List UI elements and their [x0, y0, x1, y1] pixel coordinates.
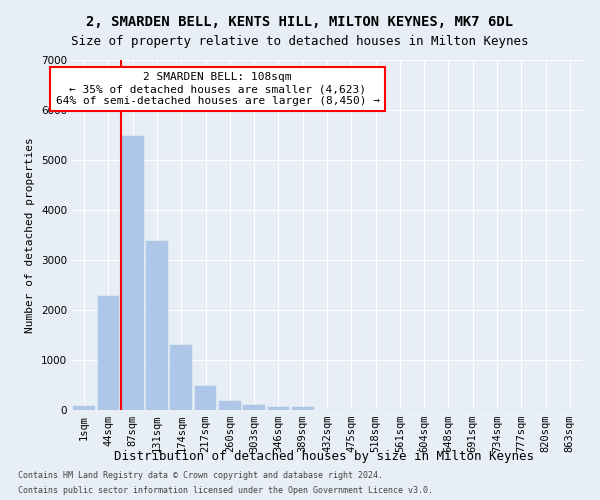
Text: Distribution of detached houses by size in Milton Keynes: Distribution of detached houses by size …: [114, 450, 534, 463]
Text: 2 SMARDEN BELL: 108sqm
← 35% of detached houses are smaller (4,623)
64% of semi-: 2 SMARDEN BELL: 108sqm ← 35% of detached…: [56, 72, 380, 106]
Bar: [243, 405, 265, 410]
Bar: [146, 241, 168, 410]
Text: 2, SMARDEN BELL, KENTS HILL, MILTON KEYNES, MK7 6DL: 2, SMARDEN BELL, KENTS HILL, MILTON KEYN…: [86, 15, 514, 29]
Bar: [219, 401, 241, 410]
Bar: [292, 407, 314, 410]
Text: Contains public sector information licensed under the Open Government Licence v3: Contains public sector information licen…: [18, 486, 433, 495]
Text: Contains HM Land Registry data © Crown copyright and database right 2024.: Contains HM Land Registry data © Crown c…: [18, 471, 383, 480]
Bar: [268, 406, 289, 410]
Y-axis label: Number of detached properties: Number of detached properties: [25, 137, 35, 333]
Bar: [122, 136, 143, 410]
Bar: [170, 344, 192, 410]
Bar: [194, 386, 217, 410]
Bar: [73, 406, 95, 410]
Bar: [97, 296, 119, 410]
Text: Size of property relative to detached houses in Milton Keynes: Size of property relative to detached ho…: [71, 35, 529, 48]
